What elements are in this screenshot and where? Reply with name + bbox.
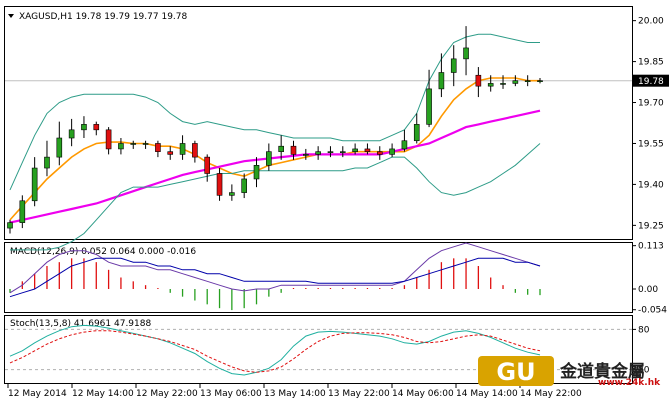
candle-body bbox=[364, 148, 371, 152]
candle-body bbox=[524, 80, 531, 82]
time-tick-label: 14 May 14:00 bbox=[456, 389, 518, 399]
stoch-line-1 bbox=[9, 324, 541, 376]
candle-body bbox=[426, 88, 432, 125]
stoch-tick-label: 20 bbox=[638, 366, 650, 376]
price-tick-label: 19.85 bbox=[638, 58, 664, 68]
candle-body bbox=[81, 124, 87, 131]
candle-body bbox=[56, 137, 63, 158]
macd-axis: 0.113 0.00 -0.054 bbox=[632, 242, 667, 316]
watermark-logo: GU 金道貴金屬 www.24k.hk bbox=[478, 356, 661, 388]
time-tick-label: 12 May 22:00 bbox=[136, 389, 198, 399]
macd-panel-title: MACD(12,26,9) 0.052 0.064 0.000 -0.016 bbox=[10, 247, 196, 257]
candle-body bbox=[512, 80, 519, 84]
time-tick-label: 12 May 2014 bbox=[8, 389, 67, 399]
candle-body bbox=[192, 143, 198, 158]
candle-body bbox=[19, 200, 26, 223]
price-plot bbox=[5, 26, 632, 251]
price-panel-frame bbox=[4, 6, 633, 240]
macd-panel-frame bbox=[4, 242, 633, 313]
candle-body bbox=[241, 178, 247, 193]
chart-menu-triangle-icon[interactable] bbox=[8, 14, 14, 18]
time-tick-label: 12 May 14:00 bbox=[72, 389, 134, 399]
logo-url: www.24k.hk bbox=[598, 378, 661, 388]
macd-tick-label: -0.054 bbox=[638, 306, 667, 316]
candle-body bbox=[142, 143, 149, 145]
candle-body bbox=[155, 143, 161, 152]
candle-body bbox=[487, 83, 494, 87]
stoch-line-2 bbox=[9, 330, 541, 373]
logo-letters: GU bbox=[496, 358, 535, 386]
time-tick-label: 13 May 22:00 bbox=[328, 389, 390, 399]
macd-tick-label: 0.00 bbox=[638, 285, 658, 295]
candle-body bbox=[266, 151, 272, 166]
candle-body bbox=[413, 124, 420, 142]
price-panel-title: XAGUSD,H1 19.78 19.79 19.77 19.78 bbox=[19, 12, 188, 22]
candle-body bbox=[93, 124, 100, 131]
candle-body bbox=[303, 154, 309, 156]
price-series-line-2 bbox=[9, 109, 541, 224]
price-series-line-1 bbox=[9, 77, 540, 221]
price-tick-label: 19.25 bbox=[638, 221, 664, 231]
candle-body bbox=[179, 143, 186, 155]
price-tick-label: 19.70 bbox=[638, 99, 664, 109]
price-tick-label: 19.40 bbox=[638, 180, 664, 190]
macd-line-1 bbox=[9, 242, 541, 294]
macd-tick-label: 0.113 bbox=[638, 242, 664, 252]
stoch-panel-frame bbox=[4, 315, 633, 384]
candle-body bbox=[253, 165, 260, 180]
time-tick-label: 14 May 22:00 bbox=[520, 389, 582, 399]
candle-body bbox=[278, 145, 284, 152]
candle-body bbox=[327, 151, 334, 153]
logo-chinese-text: 金道貴金屬 bbox=[559, 361, 645, 382]
candle-body bbox=[44, 156, 50, 169]
candle-body bbox=[438, 72, 445, 90]
candle-body bbox=[105, 129, 112, 150]
candle-body bbox=[68, 129, 75, 139]
stoch-axis: 80 20 bbox=[632, 325, 650, 376]
price-axis: 20.00 19.85 19.70 19.55 19.40 19.25 19.78 bbox=[632, 17, 669, 231]
current-price-badge bbox=[633, 74, 669, 87]
time-tick-label: 14 May 06:00 bbox=[392, 389, 454, 399]
macd-plot bbox=[9, 242, 541, 311]
candle-body bbox=[401, 140, 408, 150]
stoch-panel-title: Stoch(13,5,8) 41.6961 47.9188 bbox=[10, 319, 151, 329]
macd-line-2 bbox=[9, 257, 541, 298]
candle-body bbox=[537, 80, 543, 82]
candle-body bbox=[389, 148, 395, 155]
candle-body bbox=[229, 192, 235, 196]
candle-body bbox=[339, 151, 346, 153]
candle-body bbox=[475, 74, 482, 87]
candle-body bbox=[352, 148, 358, 152]
price-series-line-4 bbox=[10, 143, 541, 251]
candle-body bbox=[500, 83, 506, 85]
candle-body bbox=[315, 151, 321, 155]
candle-body bbox=[463, 47, 469, 60]
candle-body bbox=[130, 143, 137, 145]
candle-body bbox=[216, 173, 223, 196]
time-axis: 12 May 2014 12 May 14:00 12 May 22:00 13 Ma… bbox=[7, 384, 582, 399]
candle-body bbox=[376, 151, 383, 155]
candle-body bbox=[118, 143, 124, 150]
current-price-label: 19.78 bbox=[638, 77, 664, 87]
price-series-line-3 bbox=[9, 33, 540, 191]
candle-body bbox=[450, 58, 457, 73]
candle-body bbox=[167, 151, 174, 155]
time-tick-label: 13 May 06:00 bbox=[200, 389, 262, 399]
candle-body bbox=[7, 222, 13, 229]
candle-body bbox=[204, 156, 211, 174]
price-tick-label: 19.55 bbox=[638, 139, 664, 149]
logo-badge bbox=[478, 356, 554, 386]
candle-body bbox=[31, 167, 38, 202]
candle-body bbox=[290, 145, 297, 155]
price-tick-label: 20.00 bbox=[638, 17, 664, 27]
time-tick-label: 13 May 14:00 bbox=[264, 389, 326, 399]
stoch-tick-label: 80 bbox=[638, 325, 650, 335]
